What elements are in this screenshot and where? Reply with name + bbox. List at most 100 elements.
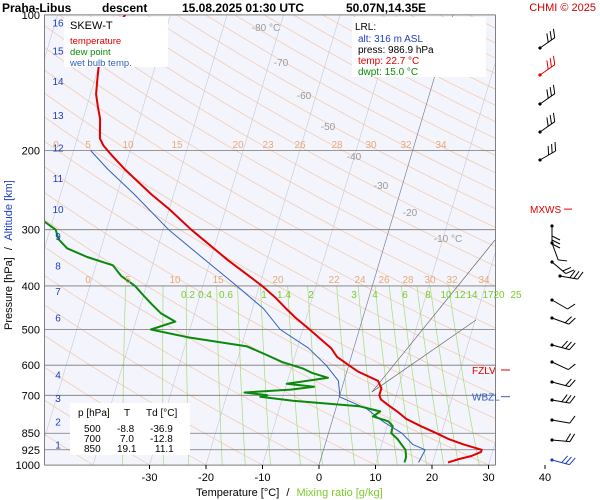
wind-barb <box>538 55 556 77</box>
temperature-tick-label: 40 <box>539 472 551 484</box>
y-axis-title: Pressure [hPa] / Altitude [km] <box>3 180 15 330</box>
mixing-ratio-label: 3 <box>351 290 357 301</box>
pressure-tick-label: 100 <box>22 10 40 22</box>
dry-adiabat-line <box>45 47 495 307</box>
wind-barb-feather <box>551 239 561 245</box>
wind-barb-feather <box>546 117 549 127</box>
altitude-tick-label: 4 <box>55 371 61 382</box>
x-axis-mr-label: Mixing ratio [g/kg] <box>296 487 382 499</box>
series-line-wet-bulb-temp- <box>90 150 426 463</box>
wind-barb-feather <box>562 266 572 272</box>
pressure-tick-label: 850 <box>22 428 40 440</box>
wind-barb-staff <box>551 459 570 466</box>
wind-barbs <box>538 28 584 466</box>
header-mode: descent <box>102 1 147 15</box>
isotherm-line <box>92 15 228 465</box>
isotherm-line <box>45 15 171 438</box>
wind-barb-feather <box>546 60 549 70</box>
legend-temperature: temperature <box>70 36 121 47</box>
isotherm-line <box>431 252 495 465</box>
wind-barb <box>550 360 576 371</box>
dry-adiabat-line <box>117 15 495 228</box>
pressure-tick-labels: 100 200 300 400 500 600 700 850 925 1000 <box>16 10 40 472</box>
wind-barb-staff <box>551 317 570 325</box>
wind-barb-staff <box>551 381 570 388</box>
wind-barb-dot <box>550 343 554 347</box>
dry-adiabat-line <box>45 141 495 396</box>
dry-adiabat-label-bottom: 24 <box>354 275 366 286</box>
altitude-tick-label: 1 <box>55 440 61 451</box>
dry-adiabat-line <box>45 166 495 419</box>
dry-adiabat-label-bottom: 28 <box>402 275 414 286</box>
dry-adiabat-line <box>45 70 495 329</box>
wind-barb-dot <box>550 298 554 302</box>
wind-barb-feather <box>565 378 572 386</box>
temperature-tick-label: -10 <box>255 472 271 484</box>
wind-barb-dot <box>550 418 554 422</box>
wind-barb-dot <box>550 458 554 462</box>
altitude-tick-label: 16 <box>52 19 64 30</box>
pressure-tick-label: 1000 <box>16 460 40 472</box>
wind-barb-feather <box>569 415 576 424</box>
reference-line <box>371 239 495 393</box>
wind-barb-feather <box>565 394 572 403</box>
wind-barb <box>538 112 556 134</box>
legend-dew-point: dew point <box>70 47 111 58</box>
chart-grid <box>45 15 600 465</box>
pressure-tick-label: 300 <box>22 225 40 237</box>
wind-barb-dot <box>538 102 542 106</box>
wind-barb-feather <box>551 243 561 249</box>
copyright: CHMI © 2025 <box>529 2 596 14</box>
wind-barb-staff <box>551 344 570 351</box>
mixing-ratio-label: 25 <box>510 290 522 301</box>
altitude-tick-label: 9 <box>55 232 61 243</box>
isotherm-label: -10 °C <box>434 234 462 245</box>
temperature-tick-label: 0 <box>316 472 322 484</box>
wind-barb <box>538 28 556 50</box>
table-row-700-t: 7.0 <box>120 434 134 445</box>
lrl-title: LRL: <box>355 22 376 33</box>
mixing-ratio-label: 2 <box>308 290 314 301</box>
wind-barb-dot <box>538 158 542 162</box>
pressure-tick-label: 925 <box>22 445 40 457</box>
dry-adiabat-label-top: 5 <box>85 140 91 151</box>
wind-barb-staff <box>551 299 568 310</box>
y-axis-altitude-label: Altitude [km] <box>3 180 15 241</box>
wind-barb-feather <box>561 340 568 348</box>
y-axis-pressure-label: Pressure [hPa] <box>3 257 15 330</box>
wind-barb <box>550 224 561 249</box>
wind-barb <box>558 270 584 280</box>
dry-adiabat-label-top: 26 <box>294 140 306 151</box>
altitude-tick-label: 11 <box>53 174 64 185</box>
wind-barb-feather <box>567 303 576 310</box>
wind-barb <box>550 394 576 404</box>
dry-adiabat-label-top: 30 <box>365 140 377 151</box>
wind-barb-dot <box>538 73 542 77</box>
temperature-tick-label: 10 <box>369 472 381 484</box>
isotherm-label: -40 <box>347 152 362 163</box>
wind-barb-feather <box>549 87 552 97</box>
wind-barb-feather <box>565 433 572 442</box>
mixing-ratio-label: 14 <box>466 290 478 301</box>
mixing-ratio-label: 6 <box>402 290 408 301</box>
isotherm-label: -20 <box>403 208 418 219</box>
dry-adiabat-line <box>45 25 495 287</box>
table-row-500-p: 500 <box>84 424 101 435</box>
wind-barb-staff <box>551 439 570 443</box>
mixing-ratio-label: 20 <box>493 290 505 301</box>
wind-barb-feather <box>568 363 576 370</box>
wind-barb <box>550 316 576 325</box>
dry-adiabat-label-bottom: 26 <box>378 275 390 286</box>
wind-barb-feather <box>551 235 561 241</box>
wind-barb-feather <box>546 89 549 99</box>
wind-barb-feather <box>552 55 556 65</box>
y-axis-separator: / <box>3 246 15 250</box>
lrl-alt: alt: 316 m ASL <box>358 34 423 45</box>
header-datetime: 15.08.2025 01:30 UTC <box>182 1 304 15</box>
isotherm-label: -30 <box>374 181 389 192</box>
special-level-markers: MXWS FZLV WBZL <box>472 205 572 404</box>
wind-barb <box>550 433 576 443</box>
x-axis-title: Temperature [°C] / Mixing ratio [g/kg] <box>196 487 383 499</box>
isotherm-line <box>545 15 600 465</box>
